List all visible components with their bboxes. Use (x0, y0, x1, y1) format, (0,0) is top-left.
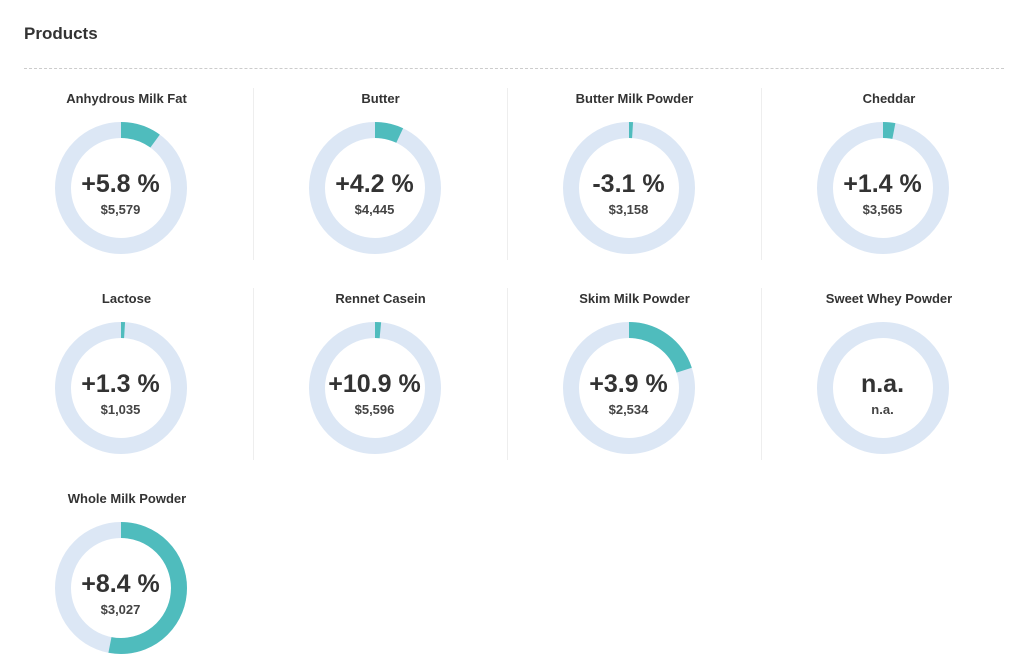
product-name: Skim Milk Powder (579, 291, 690, 306)
price-value: $3,565 (862, 202, 903, 217)
product-name: Whole Milk Powder (67, 491, 187, 506)
donut-chart (309, 322, 441, 454)
donut-fill (55, 522, 187, 654)
price-value: $5,596 (354, 402, 395, 417)
donut-chart (563, 322, 695, 454)
donut-track (817, 322, 949, 454)
price-value: $4,445 (354, 202, 395, 217)
donut-fill (563, 122, 695, 254)
divider (24, 68, 1004, 69)
section-title: Products (24, 24, 98, 43)
product-name: Rennet Casein (335, 291, 426, 306)
change-percent: +1.3 % (81, 370, 160, 398)
change-percent: +8.4 % (81, 570, 160, 598)
donut-chart (55, 522, 187, 654)
product-name: Sweet Whey Powder (825, 291, 953, 306)
donut-fill (55, 122, 187, 254)
donut-chart (563, 122, 695, 254)
product-grid: Anhydrous Milk Fat +5.8 % $5,579 Butter +4.2… (0, 88, 1010, 671)
change-percent: +4.2 % (335, 170, 414, 198)
product-card: Butter Milk Powder -3.1 % $3,158 (508, 88, 762, 260)
donut-chart (55, 322, 187, 454)
product-card: Lactose +1.3 % $1,035 (0, 288, 254, 460)
donut-chart (817, 322, 949, 454)
donut-chart (817, 122, 949, 254)
donut-fill (309, 322, 441, 454)
product-name: Butter (361, 91, 400, 106)
product-card: Butter +4.2 % $4,445 (254, 88, 508, 260)
product-card: Rennet Casein +10.9 % $5,596 (254, 288, 508, 460)
donut-chart (309, 122, 441, 254)
product-card: Sweet Whey Powder n.a. n.a. (762, 288, 1016, 460)
product-name: Lactose (101, 291, 152, 306)
price-value: $5,579 (100, 202, 141, 217)
change-percent: +10.9 % (328, 370, 421, 398)
price-value: n.a. (871, 402, 894, 417)
change-percent: +3.9 % (589, 370, 668, 398)
donut-fill (563, 322, 695, 454)
product-card: Cheddar +1.4 % $3,565 (762, 88, 1016, 260)
price-value: $3,027 (100, 602, 141, 617)
product-card: Anhydrous Milk Fat +5.8 % $5,579 (0, 88, 254, 260)
product-card: Skim Milk Powder +3.9 % $2,534 (508, 288, 762, 460)
product-name: Cheddar (862, 91, 916, 106)
change-percent: -3.1 % (592, 170, 665, 198)
donut-chart (55, 122, 187, 254)
product-card: Whole Milk Powder +8.4 % $3,027 (0, 488, 254, 660)
product-name: Butter Milk Powder (575, 91, 694, 106)
price-value: $3,158 (608, 202, 649, 217)
price-value: $2,534 (608, 402, 649, 417)
product-name: Anhydrous Milk Fat (66, 91, 187, 106)
change-percent: +1.4 % (843, 170, 922, 198)
price-value: $1,035 (100, 402, 141, 417)
donut-fill (817, 122, 949, 254)
change-percent: n.a. (860, 370, 905, 398)
donut-fill (309, 122, 441, 254)
donut-fill (55, 322, 187, 454)
change-percent: +5.8 % (81, 170, 160, 198)
